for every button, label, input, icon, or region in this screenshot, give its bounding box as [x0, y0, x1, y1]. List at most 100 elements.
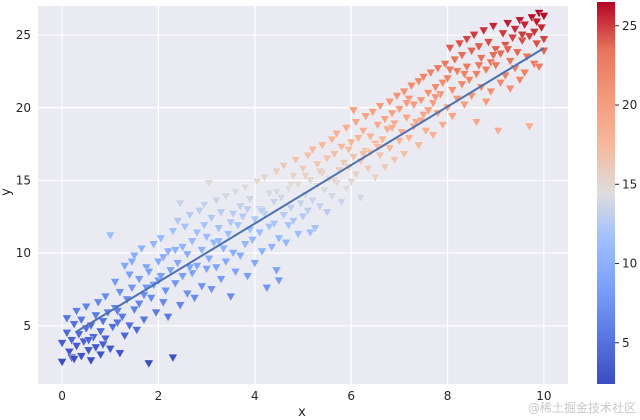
- data-point: [112, 319, 123, 328]
- data-point: [322, 154, 332, 164]
- data-point: [394, 105, 405, 114]
- data-point: [351, 170, 361, 180]
- data-point: [384, 98, 395, 107]
- data-point: [151, 308, 161, 318]
- data-point: [445, 44, 455, 53]
- data-point: [534, 63, 544, 72]
- data-point: [406, 82, 417, 91]
- data-point: [425, 69, 436, 78]
- data-point: [249, 259, 260, 269]
- data-point: [261, 284, 272, 293]
- data-point: [526, 13, 537, 23]
- data-point: [158, 298, 169, 308]
- data-point: [290, 156, 301, 165]
- data-point: [115, 288, 125, 298]
- y-axis-ticks: 5 10 15 20 25: [16, 28, 31, 333]
- data-point: [401, 114, 412, 123]
- data-point: [449, 55, 460, 65]
- y-tick-label: 10: [16, 246, 31, 260]
- x-tick-label: 10: [536, 389, 551, 403]
- data-point: [252, 178, 263, 187]
- data-point: [143, 268, 154, 277]
- data-point: [228, 249, 239, 258]
- data-point: [442, 74, 453, 84]
- data-point: [312, 160, 323, 170]
- data-point: [346, 138, 357, 148]
- data-point: [107, 323, 118, 333]
- data-point: [389, 156, 400, 165]
- data-point: [380, 115, 390, 125]
- data-point: [57, 358, 67, 367]
- data-point: [314, 202, 325, 212]
- data-point: [153, 258, 164, 267]
- data-point: [235, 202, 246, 212]
- data-point: [233, 221, 243, 231]
- data-point: [136, 244, 147, 254]
- data-point: [247, 236, 258, 245]
- data-point: [64, 348, 75, 357]
- data-point: [510, 25, 520, 34]
- x-tick-label: 0: [58, 389, 66, 403]
- data-point: [223, 230, 234, 239]
- data-point: [375, 151, 385, 161]
- data-point: [213, 237, 224, 247]
- data-point: [199, 221, 210, 231]
- data-point: [182, 290, 193, 299]
- data-point: [536, 23, 547, 33]
- data-point: [293, 230, 304, 239]
- data-point: [399, 87, 410, 97]
- data-point: [242, 205, 253, 215]
- x-tick-label: 6: [347, 389, 355, 403]
- data-point: [221, 258, 231, 267]
- data-point: [375, 102, 385, 112]
- data-point: [139, 316, 149, 325]
- data-point: [189, 294, 200, 303]
- data-point: [481, 98, 491, 107]
- data-point: [502, 19, 513, 29]
- data-point: [160, 287, 171, 296]
- data-point: [539, 12, 549, 21]
- colorbar-tick-label: 25: [622, 19, 637, 33]
- data-points: [57, 9, 549, 369]
- data-point: [428, 131, 438, 141]
- data-point: [539, 35, 549, 45]
- data-point: [271, 266, 282, 276]
- data-point: [242, 272, 253, 282]
- data-point: [278, 162, 289, 171]
- data-point: [380, 163, 390, 173]
- data-point: [83, 346, 94, 356]
- data-point: [288, 172, 299, 181]
- data-point: [170, 279, 181, 289]
- data-point: [529, 28, 540, 37]
- data-point: [336, 198, 347, 207]
- data-point: [266, 243, 277, 253]
- data-point: [327, 135, 337, 145]
- data-point: [86, 356, 96, 366]
- data-point: [257, 207, 267, 216]
- regression-line: [76, 47, 545, 333]
- x-axis-label: x: [298, 405, 306, 420]
- data-point: [127, 258, 137, 267]
- data-point: [392, 92, 402, 101]
- data-point: [358, 150, 369, 160]
- data-point: [269, 198, 279, 207]
- data-point: [286, 180, 296, 190]
- data-point: [83, 336, 94, 346]
- data-point: [493, 127, 504, 136]
- data-point: [127, 284, 137, 293]
- data-point: [177, 243, 188, 253]
- data-point: [204, 179, 214, 189]
- data-point: [69, 320, 80, 330]
- data-point: [165, 266, 176, 276]
- data-point: [90, 311, 101, 321]
- data-point: [418, 111, 429, 120]
- data-point: [531, 39, 542, 49]
- data-point: [175, 199, 186, 209]
- data-point: [240, 183, 251, 193]
- data-point: [225, 218, 236, 228]
- data-point: [488, 51, 499, 61]
- data-point: [180, 223, 190, 232]
- y-tick-label: 5: [23, 319, 31, 333]
- data-point: [519, 21, 530, 30]
- x-tick-label: 8: [444, 389, 452, 403]
